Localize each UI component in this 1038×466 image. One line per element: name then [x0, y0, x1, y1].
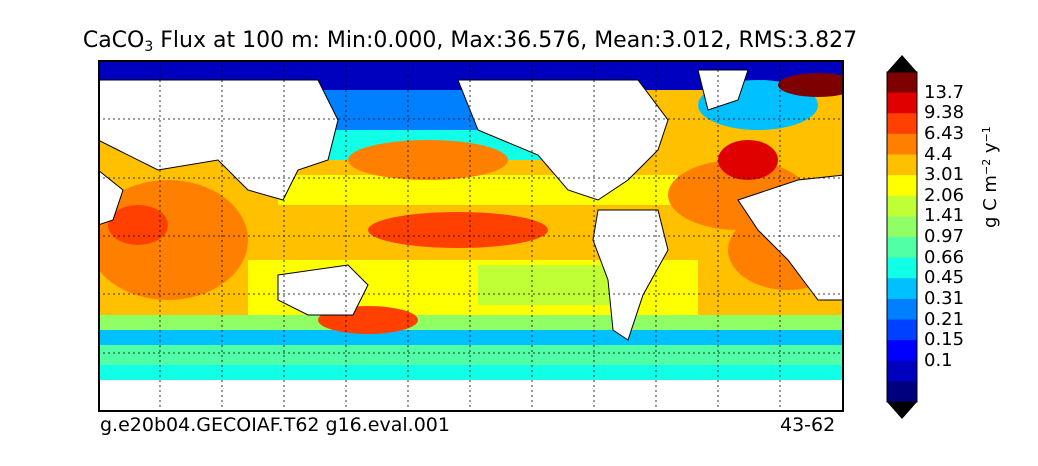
colorbar-segment	[887, 278, 917, 300]
colorbar-tick-label: 0.15	[924, 329, 965, 351]
southern-ocean-band-4	[98, 365, 844, 380]
colorbar-segment	[887, 340, 917, 362]
colorbar-segment	[887, 154, 917, 176]
africa-land	[98, 169, 124, 226]
colorbar-tick-label: 0.66	[924, 246, 965, 268]
southern-ocean-band-3	[98, 345, 844, 365]
equatorial-pacific-high	[368, 212, 548, 248]
south-america-land	[592, 209, 669, 341]
colorbar-tick-label: 3.01	[924, 164, 965, 186]
greenland-land	[697, 69, 749, 111]
map-frame	[98, 60, 844, 412]
colorbar-tick-label: 0.31	[924, 287, 965, 309]
colorbar-tick-label: 1.41	[924, 205, 965, 227]
colorbar-segment	[887, 298, 917, 320]
chart-title: CaCO3 Flux at 100 m: Min:0.000, Max:36.5…	[0, 28, 940, 55]
graticule	[98, 60, 844, 412]
colorbar-segment	[887, 195, 917, 217]
title-rest: Flux at 100 m: Min:0.000, Max:36.576, Me…	[153, 28, 858, 53]
colorbar-segment	[887, 92, 917, 114]
africa-land-east	[737, 174, 844, 301]
colorbar-unit-label: g C m−2 y−1	[980, 126, 1001, 228]
colorbar-segment	[887, 72, 917, 94]
colorbar-segment	[887, 319, 917, 341]
colorbar-tick-label: 0.21	[924, 308, 965, 330]
colorbar-segment	[887, 133, 917, 155]
colorbar-over-arrow	[887, 55, 917, 72]
colorbar-segment	[887, 257, 917, 279]
colorbar-tick-label: 13.7	[924, 81, 965, 103]
colorbar-segment	[887, 360, 917, 382]
eurasia-land	[98, 79, 339, 201]
colorbar-frame	[886, 71, 918, 403]
north-pacific-subtropical	[348, 140, 508, 180]
barents-high	[778, 73, 844, 97]
colorbar-tick-label: 9.38	[924, 102, 965, 124]
ocean-flux-map	[98, 60, 844, 412]
colorbar-tick-label: 6.43	[924, 122, 965, 144]
run-id-caption: g.e20b04.GECOIAF.T62 g16.eval.001	[100, 414, 450, 436]
southern-ocean-band-1	[98, 315, 844, 330]
colorbar-segment	[887, 237, 917, 259]
colorbar-segment	[887, 113, 917, 135]
unit-exp2: −1	[980, 126, 993, 143]
year-range-caption: 43-62	[780, 414, 836, 436]
southern-ocean-band-2	[98, 330, 844, 345]
colorbar-tick-label: 2.06	[924, 184, 965, 206]
colorbar-segment	[887, 381, 917, 403]
title-subscript: 3	[144, 39, 154, 55]
north-atlantic-peak	[718, 140, 778, 180]
north-america-land	[457, 79, 669, 201]
australia-land	[277, 264, 369, 316]
colorbar-segment	[887, 216, 917, 238]
unit-exp1: −2	[980, 158, 993, 176]
unit-prefix: g C m	[980, 175, 1001, 228]
antarctic-band	[98, 380, 844, 412]
colorbar-tick-label: 0.97	[924, 226, 965, 247]
arabian-sea-high	[108, 205, 168, 245]
colorbar-under-arrow	[887, 402, 917, 419]
colorbar-segment	[887, 175, 917, 197]
unit-mid: y	[980, 142, 1001, 159]
colorbar-tick-label: 0.45	[924, 267, 965, 289]
title-prefix: CaCO	[82, 28, 145, 53]
colorbar-tick-label: 4.4	[924, 143, 953, 165]
colorbar-tick-label: 0.1	[924, 349, 953, 371]
colorbar	[886, 55, 918, 419]
